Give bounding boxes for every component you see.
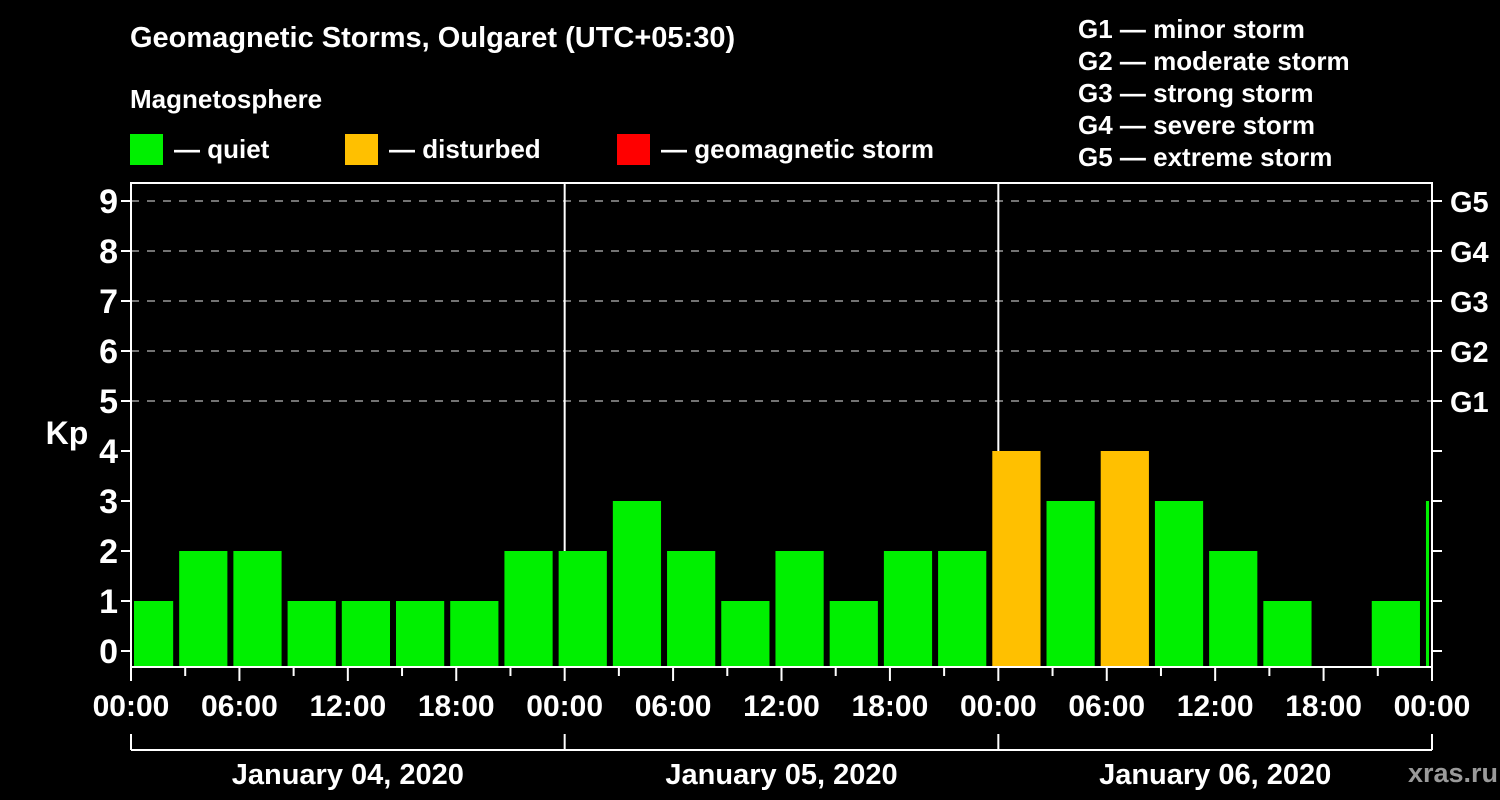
kp-bar bbox=[667, 551, 716, 667]
storm-scale-g5: G5 — extreme storm bbox=[1078, 142, 1333, 172]
quiet-label: — quiet bbox=[174, 133, 270, 164]
right-axis-label-g5: G5 bbox=[1450, 187, 1489, 219]
kp-bar bbox=[721, 601, 770, 667]
legend-item-disturbed: — disturbed bbox=[345, 132, 541, 166]
kp-bar bbox=[504, 551, 553, 667]
kp-bar bbox=[883, 551, 933, 667]
x-tick-label: 00:00 bbox=[960, 690, 1037, 723]
legend-item-geomagnetic-storm: — geomagnetic storm bbox=[617, 132, 934, 166]
y-tick-label: 1 bbox=[99, 583, 118, 621]
y-tick-label: 5 bbox=[99, 383, 118, 421]
x-tick-label: 00:00 bbox=[526, 690, 603, 723]
storm-scale-g2: G2 — moderate storm bbox=[1078, 46, 1350, 76]
x-tick-label: 06:00 bbox=[1068, 690, 1145, 723]
y-tick-label: 4 bbox=[99, 433, 118, 471]
storm-label: — geomagnetic storm bbox=[661, 133, 935, 164]
y-tick-label: 6 bbox=[99, 333, 118, 371]
kp-bar bbox=[1263, 601, 1312, 667]
kp-bar bbox=[233, 551, 282, 667]
disturbed-color-swatch bbox=[345, 133, 378, 165]
kp-bar bbox=[1046, 501, 1095, 667]
right-axis-label-g4: G4 bbox=[1450, 237, 1489, 269]
storm-scale-g1: G1 — minor storm bbox=[1078, 14, 1305, 44]
y-tick-label: 7 bbox=[99, 283, 118, 321]
storm-color-swatch bbox=[617, 133, 650, 165]
y-tick-label: 3 bbox=[99, 483, 118, 521]
y-tick-label: 0 bbox=[99, 633, 118, 671]
right-axis-label-g1: G1 bbox=[1450, 387, 1489, 419]
kp-bar bbox=[450, 601, 499, 667]
plot-frame bbox=[130, 182, 1433, 668]
right-axis-label-g3: G3 bbox=[1450, 287, 1489, 319]
kp-bar bbox=[396, 601, 445, 667]
kp-bar bbox=[1371, 601, 1420, 667]
y-tick-label: 2 bbox=[99, 533, 118, 571]
kp-bar bbox=[558, 551, 607, 667]
kp-bar bbox=[341, 601, 391, 667]
kp-bar bbox=[1154, 501, 1204, 667]
kp-bar bbox=[612, 501, 662, 667]
right-axis-label-g2: G2 bbox=[1450, 337, 1489, 369]
x-tick-label: 00:00 bbox=[93, 690, 170, 723]
y-tick-label: 9 bbox=[99, 183, 118, 221]
x-tick-label: 18:00 bbox=[418, 690, 495, 723]
kp-bar bbox=[775, 551, 824, 667]
x-tick-label: 12:00 bbox=[309, 690, 386, 723]
x-tick-label: 18:00 bbox=[852, 690, 929, 723]
disturbed-label: — disturbed bbox=[389, 133, 541, 164]
kp-bar bbox=[1209, 551, 1258, 667]
storm-scale-legend: G1 — minor storm G2 — moderate storm G3 … bbox=[1078, 13, 1350, 173]
y-axis-title: Kp bbox=[46, 415, 89, 451]
kp-bar bbox=[829, 601, 878, 667]
page-title: Geomagnetic Storms, Oulgaret (UTC+05:30) bbox=[130, 22, 736, 54]
kp-bar bbox=[992, 451, 1041, 667]
storm-scale-g3: G3 — strong storm bbox=[1078, 78, 1314, 108]
x-tick-label: 06:00 bbox=[635, 690, 712, 723]
kp-bar bbox=[287, 601, 336, 667]
date-label: January 04, 2020 bbox=[232, 759, 464, 791]
x-tick-label: 00:00 bbox=[1394, 690, 1471, 723]
y-tick-label: 8 bbox=[99, 233, 118, 271]
date-label: January 06, 2020 bbox=[1099, 759, 1331, 791]
kp-bar bbox=[1100, 451, 1149, 667]
x-tick-label: 18:00 bbox=[1285, 690, 1362, 723]
x-tick-label: 06:00 bbox=[201, 690, 278, 723]
legend-item-quiet: — quiet bbox=[130, 132, 269, 166]
quiet-color-swatch bbox=[130, 133, 163, 165]
kp-bar bbox=[179, 551, 228, 667]
date-label: January 05, 2020 bbox=[665, 759, 897, 791]
chart-subtitle: Magnetosphere bbox=[130, 84, 323, 114]
x-tick-label: 12:00 bbox=[1177, 690, 1254, 723]
kp-bar bbox=[134, 601, 174, 667]
kp-bar bbox=[1425, 501, 1429, 667]
kp-bar bbox=[938, 551, 987, 667]
x-tick-label: 12:00 bbox=[743, 690, 820, 723]
storm-scale-g4: G4 — severe storm bbox=[1078, 110, 1316, 140]
watermark: xras.ru bbox=[1408, 758, 1498, 788]
